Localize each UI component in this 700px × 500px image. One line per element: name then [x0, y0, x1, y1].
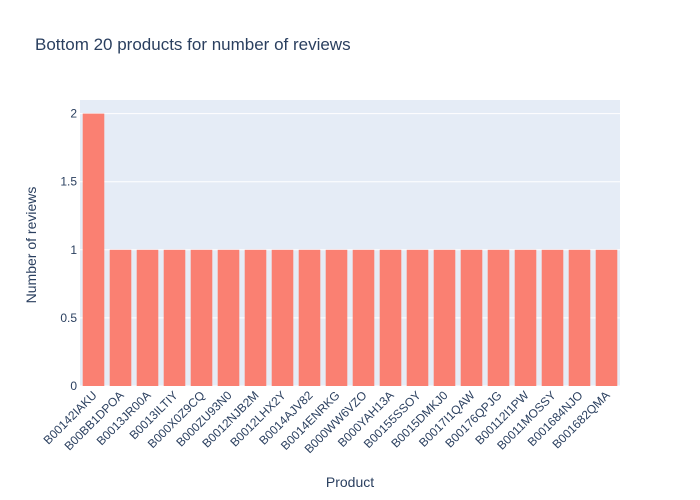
- bar[interactable]: [487, 249, 510, 386]
- bar[interactable]: [271, 249, 294, 386]
- bar[interactable]: [109, 249, 132, 386]
- plot-area: [80, 100, 620, 386]
- bar[interactable]: [433, 249, 456, 386]
- bar[interactable]: [514, 249, 537, 386]
- bar[interactable]: [217, 249, 240, 386]
- y-tick-label: 0: [70, 379, 77, 393]
- y-tick-label: 1: [70, 243, 77, 257]
- x-axis-title: Product: [326, 474, 374, 490]
- bars: [82, 113, 618, 386]
- chart-title: Bottom 20 products for number of reviews: [35, 35, 351, 54]
- y-tick-label: 1.5: [60, 175, 77, 189]
- bar[interactable]: [541, 249, 564, 386]
- y-axis-title: Number of reviews: [23, 187, 39, 304]
- bar[interactable]: [244, 249, 267, 386]
- bar[interactable]: [460, 249, 483, 386]
- bar[interactable]: [568, 249, 591, 386]
- bar[interactable]: [406, 249, 429, 386]
- bar[interactable]: [136, 249, 159, 386]
- y-tick-label: 2: [70, 107, 77, 121]
- y-tick-label: 0.5: [60, 311, 77, 325]
- y-axis-ticks: 0 0.5 1 1.5 2: [60, 107, 77, 393]
- bar[interactable]: [82, 113, 105, 386]
- bar[interactable]: [163, 249, 186, 386]
- bar[interactable]: [190, 249, 213, 386]
- bar[interactable]: [379, 249, 402, 386]
- bar[interactable]: [298, 249, 321, 386]
- bar[interactable]: [595, 249, 618, 386]
- bar[interactable]: [325, 249, 348, 386]
- bar[interactable]: [352, 249, 375, 386]
